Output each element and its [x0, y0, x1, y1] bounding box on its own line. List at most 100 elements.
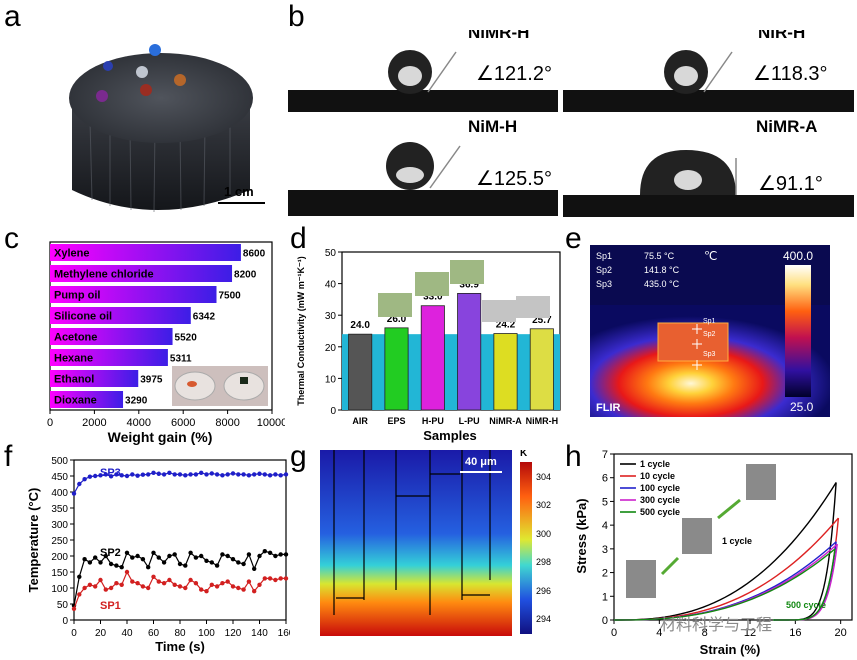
data-point — [108, 585, 114, 591]
bar-category-label: Silicone oil — [54, 311, 112, 323]
data-point — [161, 581, 167, 586]
sponge-photo: 1 cm — [69, 44, 265, 213]
bar — [493, 333, 518, 411]
bar-value-label: 26.0 — [387, 314, 407, 325]
droplet-icon — [96, 90, 108, 102]
x-tick-label: EPS — [387, 416, 405, 426]
data-point — [183, 473, 188, 478]
contact-angle-image-nimr-h: NiMR-H ∠121.2° — [288, 23, 558, 112]
bar — [420, 305, 445, 411]
bar — [50, 391, 124, 408]
spot-label: Sp1 — [703, 318, 716, 325]
contact-angle-image-nir-h: NiR-H ∠118.3° — [563, 23, 854, 112]
y-tick-label: 400 — [51, 488, 68, 499]
data-point — [156, 555, 161, 560]
panel-label-b: b — [288, 0, 305, 33]
bar-category-label: Hexane — [54, 353, 93, 365]
y-tick-label: 50 — [325, 248, 337, 259]
series-label-sp2: SP2 — [100, 547, 121, 559]
bar-value-label: 8200 — [234, 270, 257, 281]
y-axis-label: Thermal Conductivity (mW m⁻¹K⁻¹) — [296, 256, 306, 406]
plot-frame — [613, 453, 853, 621]
x-tick-label: 16 — [789, 627, 801, 639]
data-point — [135, 581, 140, 586]
bar-value-label: 24.0 — [350, 320, 370, 331]
data-point — [103, 472, 109, 477]
arrow-icon — [717, 498, 741, 520]
spot-label: Sp3 — [703, 351, 716, 358]
droplet-icon — [136, 66, 148, 78]
sample-name: NiMR-H — [468, 30, 529, 42]
data-point — [77, 481, 82, 487]
data-point — [252, 566, 257, 571]
data-point — [230, 557, 236, 562]
x-tick-label: H-PU — [422, 416, 444, 426]
bar-category-label: Methylene chloride — [54, 269, 154, 281]
x-tick-label: 20 — [835, 627, 847, 639]
sample-thumbnail — [415, 272, 449, 296]
data-point — [140, 472, 146, 477]
data-point — [119, 473, 124, 478]
bar-value-label: 6342 — [193, 312, 216, 323]
panel-label-d: d — [290, 222, 307, 255]
x-tick-label: 40 — [121, 628, 133, 639]
inset-photo — [172, 366, 268, 406]
data-point — [82, 477, 87, 482]
data-point — [236, 560, 241, 565]
bar — [457, 292, 482, 411]
data-point — [124, 473, 130, 479]
bar-value-label: 3290 — [125, 396, 148, 407]
y-tick-label: 30 — [325, 311, 337, 322]
readout-name: Sp2 — [596, 265, 612, 275]
readout-value: 75.5 °C — [644, 251, 675, 261]
y-tick-label: 20 — [325, 343, 337, 354]
data-point — [209, 560, 214, 565]
x-tick-label: AIR — [352, 416, 368, 426]
y-tick-label: 0 — [62, 616, 68, 627]
contact-angle-image-nim-h: NiM-H ∠125.5° — [288, 117, 558, 216]
data-point — [167, 470, 172, 475]
y-tick-label: 7 — [602, 449, 608, 461]
data-point — [252, 589, 257, 594]
bar-category-label: Xylene — [54, 248, 89, 260]
bar-value-label: 5311 — [170, 354, 192, 365]
y-tick-label: 450 — [51, 472, 68, 483]
bar-value-label: 5520 — [175, 333, 198, 344]
data-point — [130, 555, 135, 560]
data-point — [71, 606, 77, 611]
data-point — [177, 561, 183, 567]
data-point — [172, 472, 177, 477]
color-scale-tick: 296 — [536, 586, 551, 596]
data-point — [135, 473, 140, 478]
droplet-icon — [174, 74, 186, 86]
data-point — [262, 472, 267, 477]
data-point — [230, 471, 236, 476]
data-point — [267, 576, 273, 581]
scale-bar-label: 1 cm — [224, 184, 254, 199]
weight-gain-chart: Xylene 8600 Methylene chloride 8200 Pump oil… — [47, 241, 285, 445]
contact-angle-value: ∠121.2° — [476, 63, 552, 85]
data-point — [278, 552, 283, 557]
loading-curve — [613, 548, 836, 621]
readout-value: 141.8 °C — [644, 265, 680, 275]
data-point — [108, 561, 114, 567]
data-point — [151, 550, 156, 555]
data-point — [87, 474, 93, 479]
data-point — [114, 563, 119, 568]
data-point — [172, 582, 177, 587]
data-point — [230, 584, 236, 589]
series-label-sp1: SP1 — [100, 600, 121, 612]
data-point — [177, 472, 183, 477]
y-tick-label: 1 — [602, 591, 608, 603]
x-tick-label: 0 — [71, 628, 77, 639]
data-point — [177, 584, 183, 589]
data-point — [220, 552, 225, 557]
bar — [50, 370, 139, 387]
bar-value-label: 36.9 — [459, 279, 479, 290]
sample-thumbnail — [450, 260, 484, 284]
data-point — [146, 472, 151, 477]
temperature-chart: 0 50 100 150 200 250 300 350 400 450 500 0 20 40 60 80… — [26, 456, 290, 654]
unloading-curve — [773, 548, 836, 621]
data-point — [236, 472, 241, 477]
data-point — [151, 574, 156, 579]
